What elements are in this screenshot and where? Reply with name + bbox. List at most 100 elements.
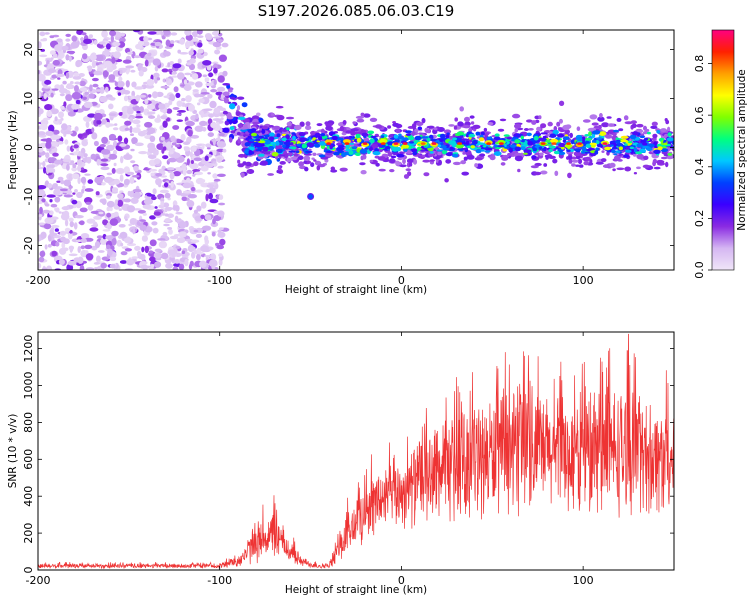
carrier-halo bbox=[305, 125, 312, 131]
noise-speck bbox=[156, 114, 161, 122]
carrier-halo bbox=[454, 117, 459, 122]
noise-speck bbox=[151, 196, 157, 201]
carrier-core bbox=[642, 142, 648, 146]
carrier-halo bbox=[406, 149, 412, 154]
carrier-halo bbox=[614, 155, 621, 161]
carrier-halo bbox=[360, 112, 365, 117]
noise-speck bbox=[176, 100, 183, 107]
noise-speck bbox=[55, 241, 60, 247]
carrier-core bbox=[338, 137, 344, 141]
carrier-halo bbox=[470, 121, 475, 125]
carrier-core bbox=[301, 143, 308, 149]
carrier-halo bbox=[553, 126, 558, 131]
noise-speck bbox=[98, 211, 104, 215]
noise-speck bbox=[65, 189, 73, 195]
noise-speck bbox=[131, 175, 140, 178]
onset-speck bbox=[237, 159, 241, 164]
noise-speck bbox=[190, 186, 196, 192]
carrier-peak bbox=[420, 142, 426, 145]
carrier-halo bbox=[412, 159, 418, 165]
carrier-core bbox=[581, 136, 586, 142]
noise-speck bbox=[207, 93, 213, 99]
noise-speck bbox=[46, 166, 50, 175]
carrier-halo bbox=[545, 155, 549, 160]
noise-speck bbox=[131, 137, 138, 145]
carrier-core bbox=[480, 131, 485, 136]
noise-speck bbox=[207, 132, 214, 138]
carrier-core bbox=[247, 135, 252, 138]
carrier-halo bbox=[667, 126, 671, 132]
noise-speck bbox=[116, 80, 125, 88]
noise-speck bbox=[173, 248, 178, 254]
carrier-core bbox=[592, 130, 601, 135]
carrier-halo bbox=[374, 124, 383, 129]
noise-speck bbox=[155, 178, 162, 186]
noise-speck bbox=[185, 95, 192, 103]
noise-speck bbox=[160, 197, 165, 203]
noise-speck bbox=[195, 113, 199, 120]
noise-speck bbox=[53, 188, 61, 196]
noise-speck bbox=[106, 144, 115, 151]
noise-speck bbox=[112, 140, 118, 148]
carrier-halo bbox=[597, 116, 605, 122]
noise-speck bbox=[123, 95, 129, 102]
noise-speck bbox=[43, 93, 47, 100]
noise-speck bbox=[129, 218, 137, 225]
carrier-core bbox=[351, 136, 356, 139]
noise-speck bbox=[182, 190, 192, 194]
noise-speck bbox=[175, 92, 181, 98]
noise-speck bbox=[94, 89, 103, 92]
carrier-peak bbox=[499, 142, 504, 145]
carrier-core bbox=[421, 136, 429, 139]
carrier-hot bbox=[401, 144, 410, 149]
carrier-core bbox=[552, 129, 559, 135]
noise-speck bbox=[205, 193, 209, 202]
carrier-halo bbox=[342, 120, 347, 125]
carrier-core bbox=[540, 132, 548, 135]
noise-speck bbox=[154, 76, 158, 84]
noise-speck bbox=[200, 201, 207, 209]
carrier-core bbox=[370, 135, 377, 139]
noise-speck bbox=[81, 139, 88, 147]
noise-speck bbox=[83, 101, 93, 109]
carrier-halo bbox=[484, 132, 490, 136]
carrier-halo bbox=[341, 131, 347, 136]
noise-speck bbox=[192, 89, 199, 93]
noise-speck bbox=[79, 207, 88, 213]
noise-speck bbox=[79, 80, 86, 87]
noise-speck bbox=[58, 211, 62, 214]
noise-speck bbox=[48, 124, 55, 133]
noise-speck bbox=[51, 88, 59, 91]
carrier-core bbox=[390, 155, 397, 159]
noise-speck bbox=[43, 117, 51, 121]
noise-speck bbox=[50, 227, 55, 230]
carrier-halo bbox=[514, 128, 519, 133]
carrier-halo bbox=[601, 122, 609, 128]
noise-speck bbox=[42, 37, 48, 42]
noise-speck bbox=[50, 92, 54, 98]
noise-speck bbox=[162, 155, 169, 160]
noise-speck bbox=[147, 154, 157, 159]
noise-speck bbox=[222, 148, 227, 153]
noise-speck bbox=[75, 61, 81, 68]
carrier-halo bbox=[578, 164, 584, 168]
colorbar-label: Normalized spectral amplitude bbox=[736, 69, 748, 230]
noise-speck bbox=[119, 174, 124, 182]
carrier-core bbox=[398, 133, 402, 137]
carrier-core bbox=[585, 148, 592, 152]
noise-speck bbox=[186, 62, 192, 66]
noise-speck bbox=[174, 252, 182, 257]
noise-speck bbox=[83, 153, 88, 158]
carrier-core bbox=[314, 143, 321, 148]
carrier-halo bbox=[457, 121, 464, 127]
noise-speck bbox=[63, 210, 70, 218]
noise-speck bbox=[201, 225, 212, 231]
carrier-halo bbox=[402, 158, 406, 165]
noise-speck bbox=[154, 206, 158, 209]
spectrogram-x-label: Height of straight line (km) bbox=[285, 284, 427, 296]
carrier-core bbox=[636, 143, 644, 148]
noise-speck bbox=[100, 238, 107, 246]
noise-speck bbox=[183, 146, 190, 152]
carrier-halo bbox=[624, 121, 633, 125]
